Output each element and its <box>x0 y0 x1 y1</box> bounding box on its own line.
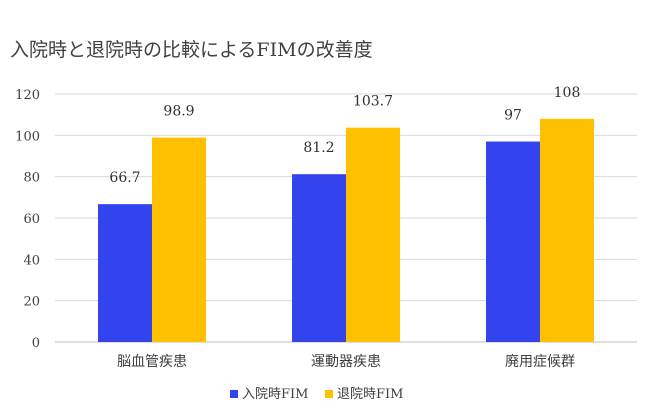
y-tick-label: 60 <box>23 212 40 227</box>
y-tick-label: 20 <box>23 295 40 310</box>
bar <box>292 174 346 342</box>
legend-label: 入院時FIM <box>242 387 308 402</box>
bar <box>486 141 540 342</box>
bar <box>540 118 594 342</box>
legend-swatch <box>325 390 333 398</box>
data-label: 103.7 <box>353 94 393 110</box>
category-label: 廃用症候群 <box>505 353 575 370</box>
data-labels: 66.7 98.9 81.2 103.7 97 108 <box>109 85 580 186</box>
bar <box>152 137 206 342</box>
chart-title: 入院時と退院時の比較によるFIMの改善度 <box>10 39 373 61</box>
y-tick-label: 40 <box>23 253 40 268</box>
data-label: 97 <box>504 108 522 124</box>
bars <box>98 118 594 342</box>
data-label: 81.2 <box>303 140 334 156</box>
data-label: 98.9 <box>163 104 194 120</box>
data-label: 66.7 <box>109 170 140 186</box>
legend-swatch <box>230 390 238 398</box>
y-axis-ticks: 0 20 40 60 80 100 120 <box>15 88 40 351</box>
bar <box>346 127 400 342</box>
category-label: 脳血管疾患 <box>117 354 187 370</box>
x-axis-categories: 脳血管疾患 運動器疾患 廃用症候群 <box>117 353 575 370</box>
legend-label: 退院時FIM <box>337 387 403 402</box>
data-label: 108 <box>554 85 581 101</box>
bar <box>98 204 152 342</box>
y-tick-label: 100 <box>15 129 40 144</box>
category-label: 運動器疾患 <box>311 354 381 370</box>
y-tick-label: 120 <box>15 88 40 103</box>
legend: 入院時FIM 退院時FIM <box>230 387 403 402</box>
y-tick-label: 80 <box>23 171 40 186</box>
y-tick-label: 0 <box>32 336 40 351</box>
